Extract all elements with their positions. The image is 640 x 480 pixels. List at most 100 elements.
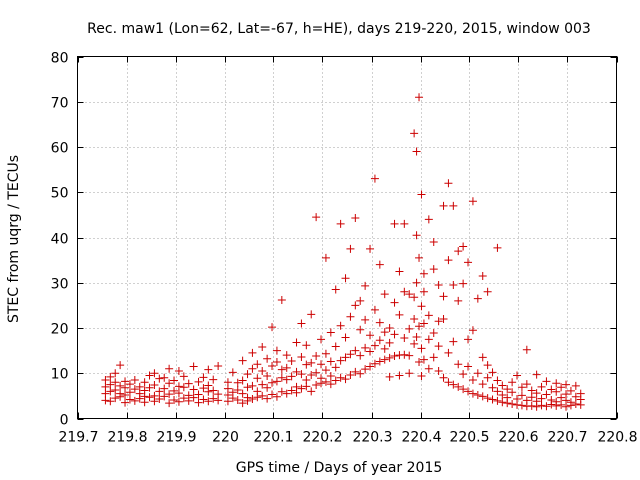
data-point (370, 174, 379, 183)
x-axis-label: GPS time / Days of year 2015 (236, 460, 443, 476)
data-point (395, 371, 404, 380)
data-point (199, 395, 208, 404)
y-tick-label: 70 (51, 96, 69, 112)
data-point (326, 380, 335, 389)
data-point (415, 93, 424, 102)
data-point (346, 350, 355, 359)
data-point (424, 335, 433, 344)
data-point (194, 390, 203, 399)
data-point (415, 253, 424, 262)
data-point (412, 333, 421, 342)
data-point (370, 305, 379, 314)
data-point (473, 369, 482, 378)
data-point (366, 347, 375, 356)
data-point (214, 362, 223, 371)
data-point (263, 394, 272, 403)
data-point (321, 366, 330, 375)
data-point (268, 378, 277, 387)
data-point (434, 366, 443, 375)
data-point (331, 342, 340, 351)
data-point (380, 328, 389, 337)
data-point (243, 393, 252, 402)
data-point (346, 371, 355, 380)
data-point (165, 399, 174, 408)
data-point (547, 395, 556, 404)
data-point (390, 298, 399, 307)
data-point (165, 390, 174, 399)
data-point (417, 190, 426, 199)
data-point (238, 389, 247, 398)
data-point (449, 201, 458, 210)
data-point (498, 398, 507, 407)
data-point (317, 335, 326, 344)
data-point (508, 378, 517, 387)
data-point (410, 339, 419, 348)
data-point (228, 368, 237, 377)
data-point (272, 392, 281, 401)
chart-title: Rec. maw1 (Lon=62, Lat=-67, h=HE), days … (87, 21, 591, 37)
data-point (209, 394, 218, 403)
data-point (375, 260, 384, 269)
data-point (106, 372, 115, 381)
data-point (498, 381, 507, 390)
data-point (346, 312, 355, 321)
x-tick-label: 220 (212, 430, 239, 446)
data-point (170, 395, 179, 404)
data-point (375, 357, 384, 366)
data-point (125, 388, 134, 397)
data-point (468, 326, 477, 335)
data-point (238, 356, 247, 365)
data-point (498, 390, 507, 399)
data-point (209, 386, 218, 395)
data-point (326, 357, 335, 366)
data-point (307, 387, 316, 396)
data-point (331, 376, 340, 385)
data-point (356, 351, 365, 360)
data-point (444, 348, 453, 357)
data-point (424, 364, 433, 373)
data-point (517, 383, 526, 392)
data-point (439, 292, 448, 301)
data-point (263, 383, 272, 392)
data-point (258, 380, 267, 389)
data-point (478, 380, 487, 389)
data-point (380, 290, 389, 299)
data-point (351, 214, 360, 223)
data-point (101, 382, 110, 391)
data-point (513, 371, 522, 380)
y-axis: 0 10 20 30 40 50 60 70 80 (51, 51, 617, 429)
data-point (145, 393, 154, 402)
data-point (341, 333, 350, 342)
data-point (537, 394, 546, 403)
data-point (307, 358, 316, 367)
data-point (417, 302, 426, 311)
data-point (493, 243, 502, 252)
data-point (312, 381, 321, 390)
data-point (464, 362, 473, 371)
data-point (248, 348, 257, 357)
data-point (321, 377, 330, 386)
data-point (473, 390, 482, 399)
data-point (517, 401, 526, 410)
data-point (417, 344, 426, 353)
data-point (233, 385, 242, 394)
data-point (454, 247, 463, 256)
data-point (277, 387, 286, 396)
data-point (150, 381, 159, 390)
data-point (454, 360, 463, 369)
data-point (429, 238, 438, 247)
data-point (478, 271, 487, 280)
data-point (321, 349, 330, 358)
data-point (106, 397, 115, 406)
data-point (576, 389, 585, 398)
data-point (385, 353, 394, 362)
data-point (361, 315, 370, 324)
data-point (361, 365, 370, 374)
data-point (405, 324, 414, 333)
data-point (532, 370, 541, 379)
data-point (547, 385, 556, 394)
data-point (361, 281, 370, 290)
data-point (160, 373, 169, 382)
data-point (459, 370, 468, 379)
y-axis-label: STEC from uqrg / TECUs (6, 155, 22, 323)
